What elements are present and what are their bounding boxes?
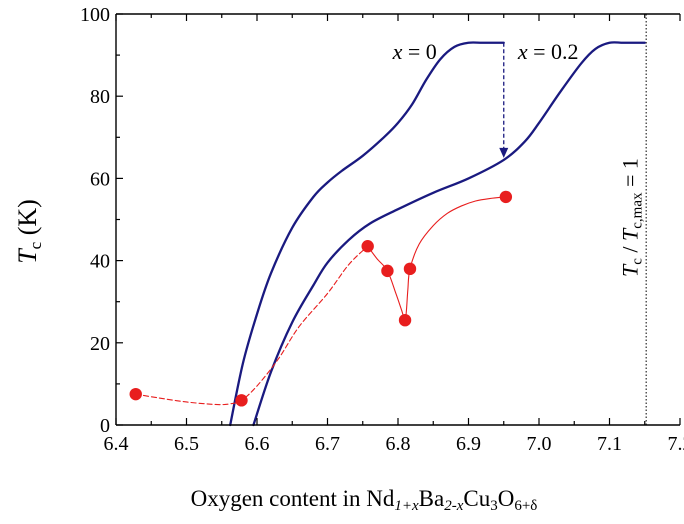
x-tick-label: 6.4 [104,433,129,455]
y-tick-label: 80 [90,86,110,108]
y-tick-label: 100 [80,4,110,26]
x-axis-label-part: O [498,486,515,511]
x-tick-label: 6.5 [174,433,199,455]
x-tick-label: 6.9 [456,433,481,455]
x-tick-label: 6.8 [386,433,411,455]
axes: 6.4 6.5 6.6 6.7 6.8 6.9 7.0 7.1 7.2 0 20 40 60 80 100 [80,4,684,455]
y-axis-label-sub: c [26,241,45,249]
y-tick-label: 20 [90,333,110,355]
series-label-value: = 0.2 [528,39,579,64]
tc-max-t1: T [618,263,643,277]
tc-max-post: = 1 [618,158,643,192]
series-label-x02: x = 0.2 [517,39,579,64]
y-axis-label-unit: (K) [13,199,42,242]
guide-line-4 [367,196,507,321]
series-label-x0: x = 0 [392,39,437,64]
y-tick-label: 60 [90,168,110,190]
guide-line-3 [135,245,369,406]
x-axis-label-sub: 3 [490,498,498,514]
series-label-var: x [392,39,403,64]
x-axis-label-part: Ba [419,486,445,511]
x-axis-label-sub: 6+δ [514,498,537,514]
x-axis-label: Oxygen content in Nd1+xBa2-xCu3O6+δ [191,486,538,514]
series-label-var: x [517,39,528,64]
curve-1 [252,41,646,427]
shift-arrow-head [499,147,509,158]
x-axis-label-part: Oxygen content in Nd [191,486,395,511]
plot-area [129,14,647,427]
tc-max-sub1: c [630,258,646,265]
tc-max-t2: T [618,227,643,241]
x-tick-label: 7.2 [668,433,684,455]
tc-max-sub2: c,max [630,192,646,229]
x-tick-label: 7.0 [527,433,552,455]
y-axis-label-t: T [13,248,42,264]
labels: Oxygen content in Nd1+xBa2-xCu3O6+δ Tc (K… [13,39,646,514]
x-axis-label-sub: 1+x [394,498,419,514]
tc-max-mid: / [618,241,643,258]
y-axis-label: Tc (K) [13,199,45,264]
y-tick-label: 0 [100,415,110,437]
x-axis-label-part: Cu [463,486,490,511]
x-tick-label: 6.7 [315,433,340,455]
series-label-value: = 0 [402,39,436,64]
x-axis-label-sub: 2-x [444,498,463,514]
curve-0 [229,41,505,427]
x-tick-label: 7.1 [597,433,622,455]
x-tick-label: 6.6 [245,433,270,455]
y-tick-label: 40 [90,251,110,273]
tc-max-annotation: Tc / Tc,max = 1 [618,158,646,277]
